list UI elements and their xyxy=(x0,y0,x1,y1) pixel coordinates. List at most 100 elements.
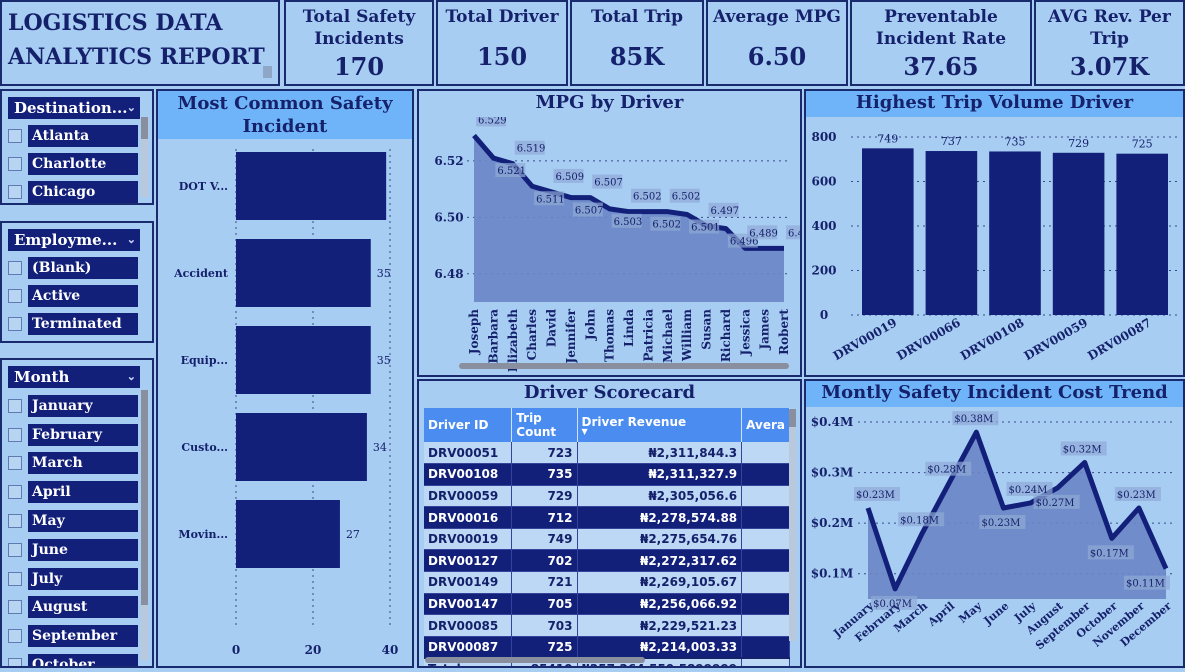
checkbox[interactable] xyxy=(8,600,22,615)
scorecard-hscroll[interactable] xyxy=(425,657,645,663)
table-row[interactable]: DRV00147 705 ₦2,256,066.92 xyxy=(424,593,790,616)
table-row[interactable]: DRV00127 702 ₦2,272,317.62 xyxy=(424,549,790,573)
x-tick-label: DRV00087 xyxy=(1085,315,1154,363)
slicer-item-terminated[interactable]: Terminated xyxy=(8,313,146,335)
checkbox[interactable] xyxy=(8,185,22,199)
checkbox[interactable] xyxy=(8,513,22,528)
col-driver-revenue[interactable]: Driver Revenue ▼ xyxy=(577,408,743,442)
scrollbar-thumb[interactable] xyxy=(789,409,796,427)
col-trip-count[interactable]: Trip Count xyxy=(511,408,578,442)
table-row[interactable]: DRV00108 735 ₦2,311,327.9 xyxy=(424,463,790,486)
sort-desc-icon: ▼ xyxy=(581,427,588,436)
month-slicer-header[interactable]: Month ⌄ xyxy=(8,366,140,388)
table-row[interactable]: DRV00149 721 ₦2,269,105.67 xyxy=(424,571,790,594)
checkbox[interactable] xyxy=(8,317,22,331)
slicer-item-february[interactable]: February xyxy=(8,423,146,446)
slicer-item-august[interactable]: August xyxy=(8,596,146,619)
checkbox[interactable] xyxy=(8,261,22,275)
employment-slicer-header[interactable]: Employme... ⌄ xyxy=(8,229,140,251)
trip-count-cell: 725 xyxy=(511,636,578,659)
scrollbar-thumb[interactable] xyxy=(141,117,148,139)
trip-count-cell: 729 xyxy=(511,485,578,508)
slicer-header-label: Destination... xyxy=(14,99,128,117)
checkbox[interactable] xyxy=(8,542,22,557)
table-row[interactable]: DRV00059 729 ₦2,305,056.6 xyxy=(424,485,790,508)
data-label: 6.489 xyxy=(788,228,800,239)
scorecard-vscroll[interactable] xyxy=(789,409,796,641)
checkbox[interactable] xyxy=(8,157,22,171)
slicer-item-may[interactable]: May xyxy=(8,509,146,532)
col-driver-id[interactable]: Driver ID xyxy=(424,408,513,442)
checkbox[interactable] xyxy=(8,427,22,442)
checkbox[interactable] xyxy=(8,485,22,500)
driver-revenue-cell: ₦2,214,003.33 xyxy=(577,636,743,659)
slicer-item-label: August xyxy=(28,596,138,619)
y-tick-label: 200 xyxy=(811,264,836,278)
data-label-bg xyxy=(631,188,661,203)
x-tick-label: Jessica xyxy=(738,309,752,357)
chevron-down-icon[interactable]: ⌄ xyxy=(126,370,136,383)
checkbox[interactable] xyxy=(8,571,22,586)
slicer-item-january[interactable]: January xyxy=(8,394,146,417)
slicer-item-september[interactable]: September xyxy=(8,625,146,648)
data-label-bg xyxy=(592,174,623,189)
slicer-item-label: October xyxy=(28,653,138,666)
slicer-item-march[interactable]: March xyxy=(8,452,146,475)
table-row[interactable]: DRV00016 712 ₦2,278,574.88 xyxy=(424,506,790,529)
driver-revenue-cell: ₦2,269,105.67 xyxy=(577,571,743,594)
table-row[interactable]: DRV00085 703 ₦2,229,521.23 xyxy=(424,614,790,637)
data-label: 6.503 xyxy=(614,217,643,228)
bar xyxy=(236,152,387,220)
chevron-down-icon[interactable]: ⌄ xyxy=(126,233,136,246)
slicer-item-label: Active xyxy=(28,285,138,307)
chevron-down-icon[interactable]: ⌄ xyxy=(126,101,136,114)
checkbox[interactable] xyxy=(8,657,22,666)
trip-count-cell: 723 xyxy=(511,442,578,465)
average-cell xyxy=(741,442,790,465)
scrollbar[interactable] xyxy=(141,390,148,660)
driver-revenue-cell: ₦2,275,654.76 xyxy=(577,528,743,551)
destination-slicer-header[interactable]: Destination... ⌄ xyxy=(8,97,140,119)
driver-revenue-cell: ₦2,305,056.6 xyxy=(577,485,743,508)
y-tick-label: $0.1M xyxy=(811,567,854,581)
checkbox[interactable] xyxy=(8,129,22,143)
driver-revenue-cell: ₦2,229,521.23 xyxy=(577,614,743,637)
slicer-item-chicago[interactable]: Chicago xyxy=(8,181,146,203)
data-label-bg xyxy=(854,487,900,501)
kpi-total-driver: Total Driver 150 xyxy=(436,0,568,86)
data-label: 6.507 xyxy=(594,178,623,189)
kpi-value: 85K xyxy=(609,42,665,71)
slicer-item-atlanta[interactable]: Atlanta xyxy=(8,125,146,147)
slicer-item-blank[interactable]: (Blank) xyxy=(8,257,146,279)
kpi-label: Average MPG xyxy=(713,7,841,27)
checkbox[interactable] xyxy=(8,456,22,471)
slicer-item-october[interactable]: October xyxy=(8,653,146,666)
scrollbar[interactable] xyxy=(141,117,148,197)
driver-scorecard: Driver Scorecard Driver ID Trip Count Dr… xyxy=(417,379,802,668)
table-row[interactable]: DRV00087 725 ₦2,214,003.33 xyxy=(424,636,790,659)
slicer-item-june[interactable]: June xyxy=(8,538,146,561)
table-row[interactable]: DRV00019 749 ₦2,275,654.76 xyxy=(424,528,790,551)
x-tick-label: Linda xyxy=(622,309,636,347)
driver-id-cell: DRV00127 xyxy=(424,549,513,573)
slicer-item-charlotte[interactable]: Charlotte xyxy=(8,153,146,175)
x-tick-label: April xyxy=(925,599,957,629)
data-label-bg xyxy=(669,188,700,203)
scrollbar-thumb[interactable] xyxy=(141,390,148,605)
y-tick-label: $0.2M xyxy=(811,516,854,530)
checkbox[interactable] xyxy=(8,629,22,644)
checkbox[interactable] xyxy=(8,398,22,413)
slicer-item-july[interactable]: July xyxy=(8,567,146,590)
checkbox[interactable] xyxy=(8,289,22,303)
slicer-item-label: February xyxy=(28,423,138,446)
slicer-item-active[interactable]: Active xyxy=(8,285,146,307)
slicer-item-april[interactable]: April xyxy=(8,481,146,504)
x-tick-label: Michael xyxy=(661,309,675,363)
data-label-bg xyxy=(650,216,681,231)
cost-chart-svg: $0.1M $0.2M $0.3M $0.4M $0.23M $0.07M $0.18M $0… xyxy=(811,411,1174,652)
col-average[interactable]: Avera xyxy=(741,408,790,442)
driver-revenue-cell: ₦2,311,327.9 xyxy=(577,463,743,486)
data-label: 6.502 xyxy=(652,220,681,231)
table-row[interactable]: DRV00051 723 ₦2,311,844.3 xyxy=(424,442,790,465)
data-label-bg xyxy=(979,515,1026,529)
